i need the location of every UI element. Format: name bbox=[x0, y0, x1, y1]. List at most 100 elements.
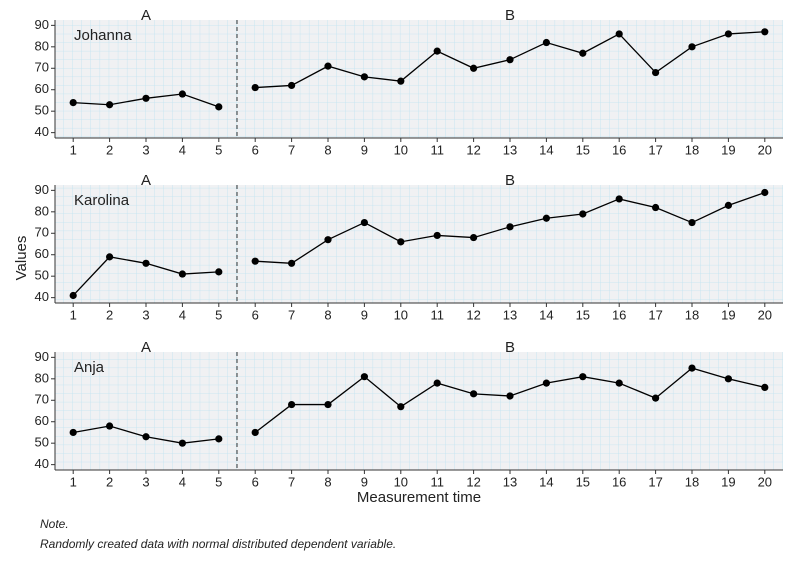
data-point bbox=[251, 428, 259, 437]
x-tick-label: 2 bbox=[106, 142, 113, 157]
x-tick-label: 20 bbox=[758, 474, 772, 489]
y-tick-label: 40 bbox=[35, 289, 49, 304]
data-point bbox=[542, 379, 551, 387]
data-point bbox=[724, 375, 733, 383]
x-tick-label: 3 bbox=[142, 142, 149, 157]
x-tick-label: 14 bbox=[539, 474, 553, 489]
x-tick-label: 4 bbox=[179, 307, 186, 322]
data-point bbox=[324, 62, 332, 70]
data-point bbox=[288, 81, 296, 90]
x-tick-label: 5 bbox=[215, 142, 222, 157]
x-tick-label: 1 bbox=[70, 142, 77, 157]
x-tick-label: 6 bbox=[252, 142, 259, 157]
x-tick-label: 19 bbox=[721, 142, 735, 157]
phase-label: A bbox=[141, 172, 151, 189]
plot-background bbox=[55, 20, 783, 138]
data-point bbox=[542, 38, 551, 47]
y-tick-label: 80 bbox=[35, 370, 49, 385]
data-point bbox=[652, 394, 660, 402]
data-point bbox=[215, 435, 223, 443]
data-point bbox=[579, 49, 587, 57]
x-tick-label: 4 bbox=[179, 474, 186, 489]
data-point bbox=[470, 390, 478, 398]
x-tick-label: 13 bbox=[503, 142, 517, 157]
note-title: Note. bbox=[40, 517, 69, 531]
data-point bbox=[761, 188, 769, 197]
data-point bbox=[688, 364, 696, 372]
x-tick-label: 15 bbox=[576, 474, 590, 489]
note: Randomly created data with normal distri… bbox=[40, 537, 396, 551]
data-point bbox=[251, 257, 259, 265]
x-tick-label: 14 bbox=[539, 142, 553, 157]
data-point bbox=[652, 203, 660, 212]
x-tick-label: 20 bbox=[758, 307, 772, 322]
data-point bbox=[215, 268, 223, 276]
x-tick-label: 8 bbox=[324, 307, 331, 322]
x-tick-label: 2 bbox=[106, 474, 113, 489]
data-point bbox=[688, 218, 696, 227]
x-tick-label: 19 bbox=[721, 307, 735, 322]
x-tick-label: 2 bbox=[106, 307, 113, 322]
x-tick-label: 6 bbox=[252, 474, 259, 489]
x-tick-label: 18 bbox=[685, 142, 699, 157]
data-point bbox=[142, 94, 150, 102]
data-point bbox=[324, 400, 332, 409]
data-point bbox=[178, 90, 186, 98]
data-point bbox=[506, 56, 514, 64]
x-tick-label: 9 bbox=[361, 474, 368, 489]
data-point bbox=[288, 259, 296, 267]
x-tick-label: 6 bbox=[252, 307, 259, 322]
phase-label: B bbox=[505, 172, 515, 189]
x-tick-label: 16 bbox=[612, 142, 626, 157]
data-point bbox=[360, 73, 368, 81]
data-point bbox=[106, 422, 114, 430]
data-point bbox=[615, 379, 623, 387]
data-point bbox=[506, 392, 514, 400]
x-tick-label: 9 bbox=[361, 142, 368, 157]
x-tick-label: 8 bbox=[324, 142, 331, 157]
data-point bbox=[397, 403, 405, 411]
x-tick-label: 1 bbox=[70, 474, 77, 489]
x-tick-label: 12 bbox=[466, 474, 480, 489]
phase-label: A bbox=[141, 339, 151, 356]
x-tick-label: 17 bbox=[648, 142, 662, 157]
x-tick-label: 14 bbox=[539, 307, 553, 322]
y-tick-label: 70 bbox=[35, 225, 49, 240]
x-tick-label: 3 bbox=[142, 307, 149, 322]
data-point bbox=[724, 30, 733, 38]
x-tick-label: 16 bbox=[612, 474, 626, 489]
x-tick-label: 1 bbox=[70, 307, 77, 322]
x-tick-label: 16 bbox=[612, 307, 626, 322]
data-point bbox=[724, 201, 733, 209]
data-point bbox=[470, 233, 478, 242]
phase-label: B bbox=[505, 7, 515, 24]
y-tick-label: 60 bbox=[35, 413, 49, 428]
x-tick-label: 12 bbox=[466, 307, 480, 322]
panel-title: Anja bbox=[74, 359, 105, 376]
data-point bbox=[542, 214, 551, 222]
data-point bbox=[397, 238, 405, 246]
data-point bbox=[506, 223, 514, 231]
x-tick-label: 10 bbox=[394, 307, 408, 322]
data-point bbox=[69, 99, 77, 107]
y-axis-label: Values bbox=[13, 236, 30, 281]
x-tick-label: 7 bbox=[288, 307, 295, 322]
data-point bbox=[688, 43, 696, 51]
x-tick-label: 10 bbox=[394, 474, 408, 489]
data-point bbox=[142, 433, 150, 441]
y-tick-label: 50 bbox=[35, 103, 49, 118]
x-tick-label: 19 bbox=[721, 474, 735, 489]
data-point bbox=[360, 218, 368, 227]
x-tick-label: 20 bbox=[758, 142, 772, 157]
panel-title: Karolina bbox=[74, 192, 130, 209]
data-point bbox=[106, 253, 114, 261]
data-point bbox=[433, 231, 441, 240]
phase-label: B bbox=[505, 339, 515, 356]
data-point bbox=[106, 101, 114, 109]
x-tick-label: 9 bbox=[361, 307, 368, 322]
data-point bbox=[251, 83, 259, 92]
y-tick-label: 60 bbox=[35, 246, 49, 261]
x-tick-label: 8 bbox=[324, 474, 331, 489]
data-point bbox=[178, 439, 186, 447]
